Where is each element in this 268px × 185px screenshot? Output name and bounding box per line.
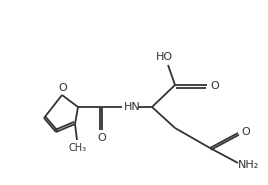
Text: HO: HO [155,52,173,62]
Text: HN: HN [124,102,140,112]
Text: O: O [98,133,106,143]
Text: NH₂: NH₂ [237,160,259,170]
Text: O: O [211,81,219,91]
Text: O: O [59,83,67,93]
Text: O: O [242,127,250,137]
Text: CH₃: CH₃ [69,143,87,153]
